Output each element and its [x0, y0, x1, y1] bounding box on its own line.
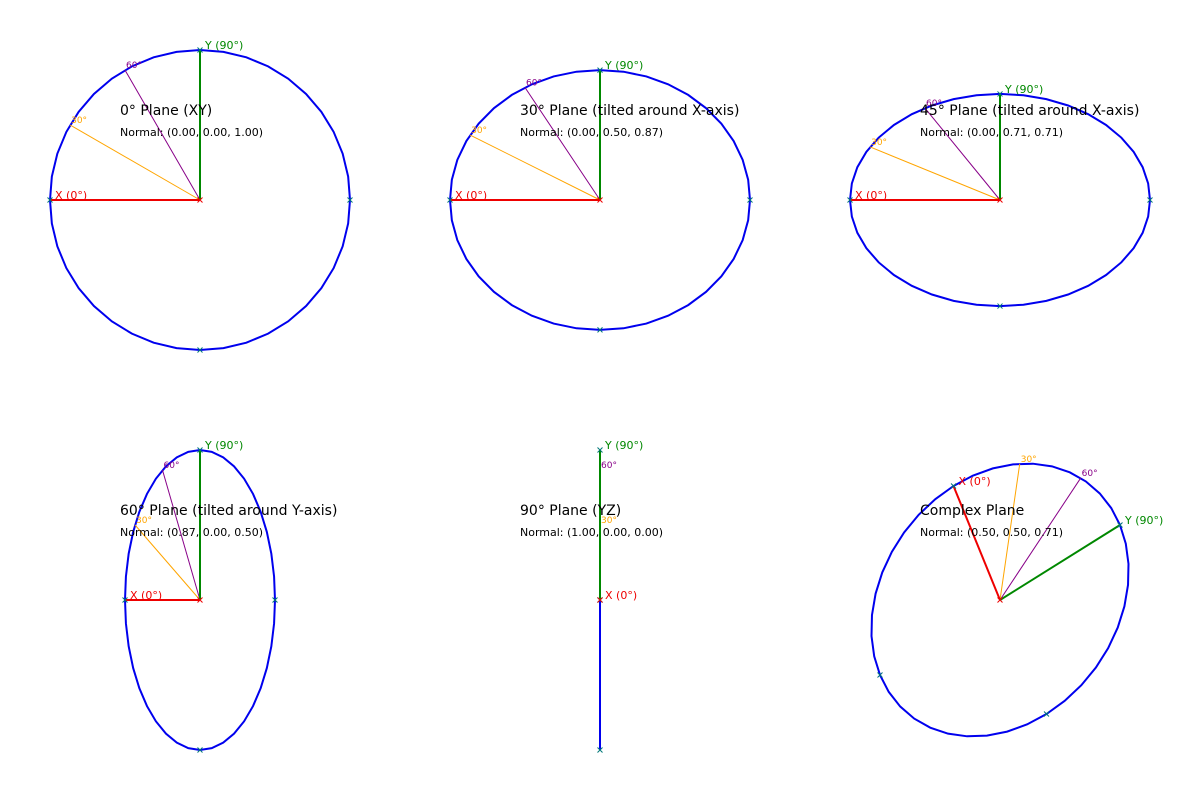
circle-marker [197, 347, 203, 353]
x-axis-label: X (0°) [959, 475, 991, 488]
angle-60-label: 60° [1082, 469, 1098, 479]
plane-panel: X (0°) Y (90°) 30° 60° Complex Plane Normal: … [870, 455, 1163, 738]
angle-60-label: 60° [601, 461, 617, 471]
y-axis-label: Y (90°) [604, 59, 643, 72]
circle-marker [747, 197, 753, 203]
circle-marker [950, 483, 957, 489]
center-marker [597, 597, 603, 603]
plane-title: 60° Plane (tilted around Y-axis) [120, 503, 337, 519]
angle-60-label: 60° [164, 461, 180, 471]
angle-30-label: 30° [1021, 455, 1037, 465]
y-axis-label: Y (90°) [1124, 514, 1163, 527]
ray-60-degree [162, 469, 201, 601]
plane-normal-text: Normal: (1.00, 0.00, 0.00) [520, 526, 663, 539]
plane-title: 45° Plane (tilted around X-axis) [920, 103, 1139, 119]
center-marker [197, 197, 203, 203]
circle-marker [197, 447, 203, 453]
circle-marker [597, 747, 603, 753]
y-axis-line [999, 524, 1121, 601]
y-axis-label: Y (90°) [1004, 83, 1043, 96]
ray-30-degree [869, 146, 1001, 201]
circle-marker [47, 197, 53, 203]
circle-marker [347, 197, 353, 203]
angle-60-label: 60° [526, 79, 542, 89]
circle-marker [197, 47, 203, 53]
plane-normal-text: Normal: (0.00, 0.50, 0.87) [520, 126, 663, 139]
circle-marker [1043, 711, 1050, 717]
ray-30-degree [69, 124, 201, 201]
plane-normal-text: Normal: (0.87, 0.00, 0.50) [120, 526, 263, 539]
ray-60-degree [924, 107, 1001, 201]
plane-normal-text: Normal: (0.50, 0.50, 0.71) [920, 526, 1063, 539]
x-axis-label: X (0°) [55, 189, 87, 202]
circle-marker [877, 672, 883, 678]
plane-panel: X (0°) Y (90°) 30° 60°45° Plane (tilted aro… [847, 83, 1153, 309]
ray-30-degree [134, 524, 201, 601]
plane-title: 30° Plane (tilted around X-axis) [520, 103, 739, 119]
plane-panel: X (0°) Y (90°) 30° 60° 0° Plane (XY) Normal: … [47, 39, 353, 353]
x-axis-label: X (0°) [605, 589, 637, 602]
angle-60-label: 60° [126, 61, 142, 71]
plane-panel: X (0°) Y (90°) 30° 60° 30° Plane (tilted aro… [447, 59, 753, 333]
y-axis-label: Y (90°) [204, 439, 243, 452]
x-axis-label: X (0°) [855, 189, 887, 202]
plane-title: Complex Plane [920, 503, 1024, 519]
circle-marker [197, 747, 203, 753]
circle-marker [597, 327, 603, 333]
ray-30-degree [999, 463, 1021, 601]
circle-marker [272, 597, 278, 603]
angle-60-label: 60° [926, 99, 942, 109]
x-axis-line [952, 485, 1001, 601]
angle-30-label: 30° [71, 116, 87, 126]
center-marker [997, 197, 1003, 203]
center-marker [997, 597, 1003, 603]
circle-marker [597, 447, 603, 453]
circle-marker [597, 67, 603, 73]
angle-30-label: 30° [471, 126, 487, 136]
circle-marker [847, 197, 853, 203]
circle-marker [1147, 197, 1153, 203]
plane-normal-text: Normal: (0.00, 0.00, 1.00) [120, 126, 263, 139]
circle-marker [997, 303, 1003, 309]
circle-marker [997, 91, 1003, 97]
plane-normal-text: Normal: (0.00, 0.71, 0.71) [920, 126, 1063, 139]
ray-60-degree [124, 69, 201, 201]
angle-30-label: 30° [871, 138, 887, 148]
ray-30-degree [469, 134, 601, 201]
circle-marker [1117, 522, 1123, 528]
plane-panel: X (0°) Y (90°) 30° 60° 90° Plane (YZ) Normal:… [520, 439, 663, 753]
y-axis-label: Y (90°) [604, 439, 643, 452]
ray-60-degree [524, 87, 601, 201]
plane-panel: X (0°) Y (90°) 30° 60° 60° Plane (tilted aro… [120, 439, 337, 753]
center-marker [197, 597, 203, 603]
circle-marker [122, 597, 128, 603]
center-marker [597, 197, 603, 203]
plane-title: 0° Plane (XY) [120, 103, 212, 119]
y-axis-label: Y (90°) [204, 39, 243, 52]
angle-30-label: 30° [136, 516, 152, 526]
x-axis-label: X (0°) [130, 589, 162, 602]
plane-title: 90° Plane (YZ) [520, 503, 621, 519]
x-axis-label: X (0°) [455, 189, 487, 202]
angle-30-label: 30° [601, 516, 617, 526]
ray-60-degree [999, 477, 1082, 601]
circle-marker [447, 197, 453, 203]
